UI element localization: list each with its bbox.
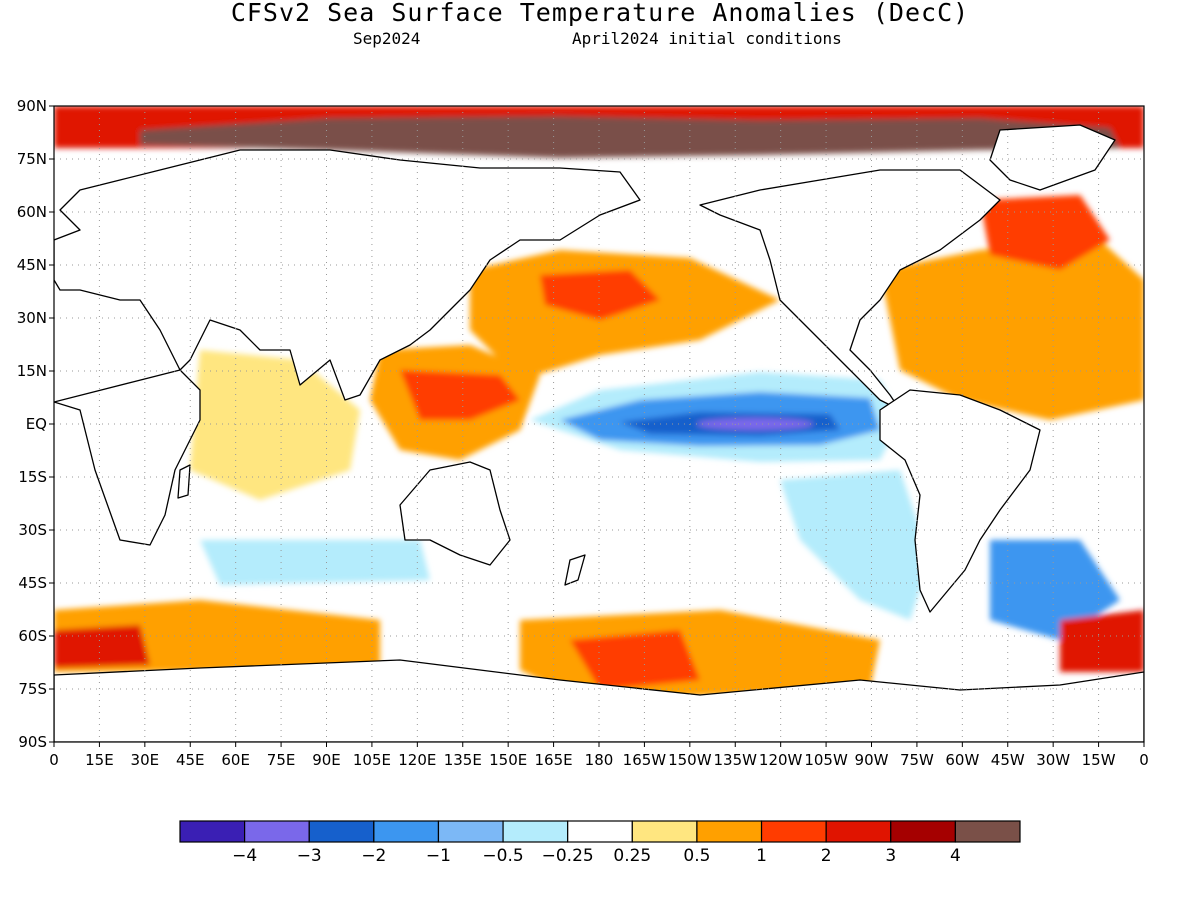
lon-label: 60E: [221, 751, 250, 769]
lat-label: 75S: [18, 680, 47, 698]
southeast-pacific-cool: [780, 470, 930, 620]
indian-ocean-warm: [190, 350, 360, 500]
colorbar-label: −0.5: [482, 846, 523, 866]
colorbar-label: −2: [361, 846, 386, 866]
lon-label: 90E: [312, 751, 341, 769]
lon-label: 180: [585, 751, 614, 769]
colorbar-swatch: [760, 820, 827, 843]
greenland: [989, 124, 1116, 191]
lon-label: 30W: [1036, 751, 1070, 769]
colorbar-swatch: [954, 820, 1021, 843]
colorbar-swatch: [631, 820, 698, 843]
colorbar-swatch: [308, 820, 375, 843]
west-pacific-strong: [400, 370, 520, 420]
lat-label: 60S: [18, 627, 47, 645]
north-pacific-strong: [540, 270, 660, 320]
colorbar-swatch: [825, 820, 892, 843]
lon-label: 105W: [804, 751, 848, 769]
lon-label: 105E: [353, 751, 391, 769]
colorbar: −4 −3 −2 −1 −0.5 −0.25 0.25 0.5 1 2 3 4: [179, 820, 1021, 866]
southern-ocean-strong-pacific: [570, 630, 700, 690]
colorbar-label: 2: [821, 846, 832, 866]
lon-label: 120E: [398, 751, 436, 769]
cold-tongue-extreme: [697, 418, 813, 430]
lon-label: 90W: [855, 751, 889, 769]
colorbar-label: −1: [426, 846, 451, 866]
colorbar-swatch: [437, 820, 504, 843]
lat-label: 30N: [17, 309, 47, 327]
southern-ocean-cool-band: [200, 540, 430, 585]
land: [54, 124, 1144, 742]
lon-label: 15E: [85, 751, 114, 769]
lat-label: 90N: [17, 97, 47, 115]
lon-label: 75W: [900, 751, 934, 769]
colorbar-label: 3: [885, 846, 896, 866]
lon-label: 150W: [668, 751, 712, 769]
south-atlantic-cool: [990, 540, 1120, 640]
colorbar-swatch: [502, 820, 569, 843]
lon-label: 165W: [623, 751, 667, 769]
australia: [399, 461, 511, 566]
lat-label: 90S: [18, 733, 47, 751]
colorbar-label: 0.25: [613, 846, 651, 866]
new-zealand: [564, 554, 586, 586]
colorbar-swatch: [567, 820, 633, 843]
lon-label: 30E: [131, 751, 160, 769]
colorbar-label: −4: [232, 846, 257, 866]
lat-label: 30S: [18, 521, 47, 539]
lat-label: 75N: [17, 150, 47, 168]
north-atlantic-warm: [880, 240, 1144, 420]
southern-ocean-warm-east: [1060, 610, 1144, 672]
lon-label: 165E: [535, 751, 573, 769]
lon-label: 60W: [945, 751, 979, 769]
anomaly-field: [54, 106, 1144, 742]
lon-label: 120W: [759, 751, 803, 769]
lon-label: 135E: [444, 751, 482, 769]
colorbar-label: −0.25: [542, 846, 594, 866]
colorbar-label: 1: [756, 846, 767, 866]
lat-label: EQ: [26, 415, 47, 433]
lon-label: 45E: [176, 751, 205, 769]
colorbar-label: 0.5: [683, 846, 710, 866]
colorbar-swatch: [373, 820, 440, 843]
colorbar-swatch: [244, 820, 310, 843]
lon-label: 75E: [267, 751, 296, 769]
colorbar-label: 4: [950, 846, 961, 866]
colorbar-label: −3: [297, 846, 322, 866]
south-america: [879, 389, 1041, 613]
lon-label: 0: [49, 751, 59, 769]
lon-label: 150E: [489, 751, 527, 769]
forecast-month: Sep2024: [353, 29, 421, 48]
lat-lon-grid: [54, 106, 1144, 742]
map-title: CFSv2 Sea Surface Temperature Anomalies …: [230, 0, 970, 27]
madagascar: [177, 464, 191, 499]
lat-label: 45S: [18, 574, 47, 592]
lon-label: 135W: [714, 751, 758, 769]
africa-eurasia: [54, 149, 641, 546]
antarctica: [54, 659, 1144, 742]
arctic-very-warm: [140, 116, 1120, 158]
lat-label: 15S: [18, 468, 47, 486]
colorbar-swatch: [696, 820, 763, 843]
lon-label: 15W: [1082, 751, 1116, 769]
lat-label: 15N: [17, 362, 47, 380]
colorbar-swatch: [890, 820, 956, 843]
lon-label: 45W: [991, 751, 1025, 769]
lat-label: 45N: [17, 256, 47, 274]
southern-ocean-strong-west: [54, 625, 150, 668]
colorbar-swatch: [179, 820, 246, 843]
initial-conditions: April2024 initial conditions: [572, 29, 842, 48]
lon-label: 0: [1139, 751, 1149, 769]
lat-label: 60N: [17, 203, 47, 221]
north-america: [699, 169, 1001, 411]
north-atlantic-strong: [980, 195, 1110, 270]
